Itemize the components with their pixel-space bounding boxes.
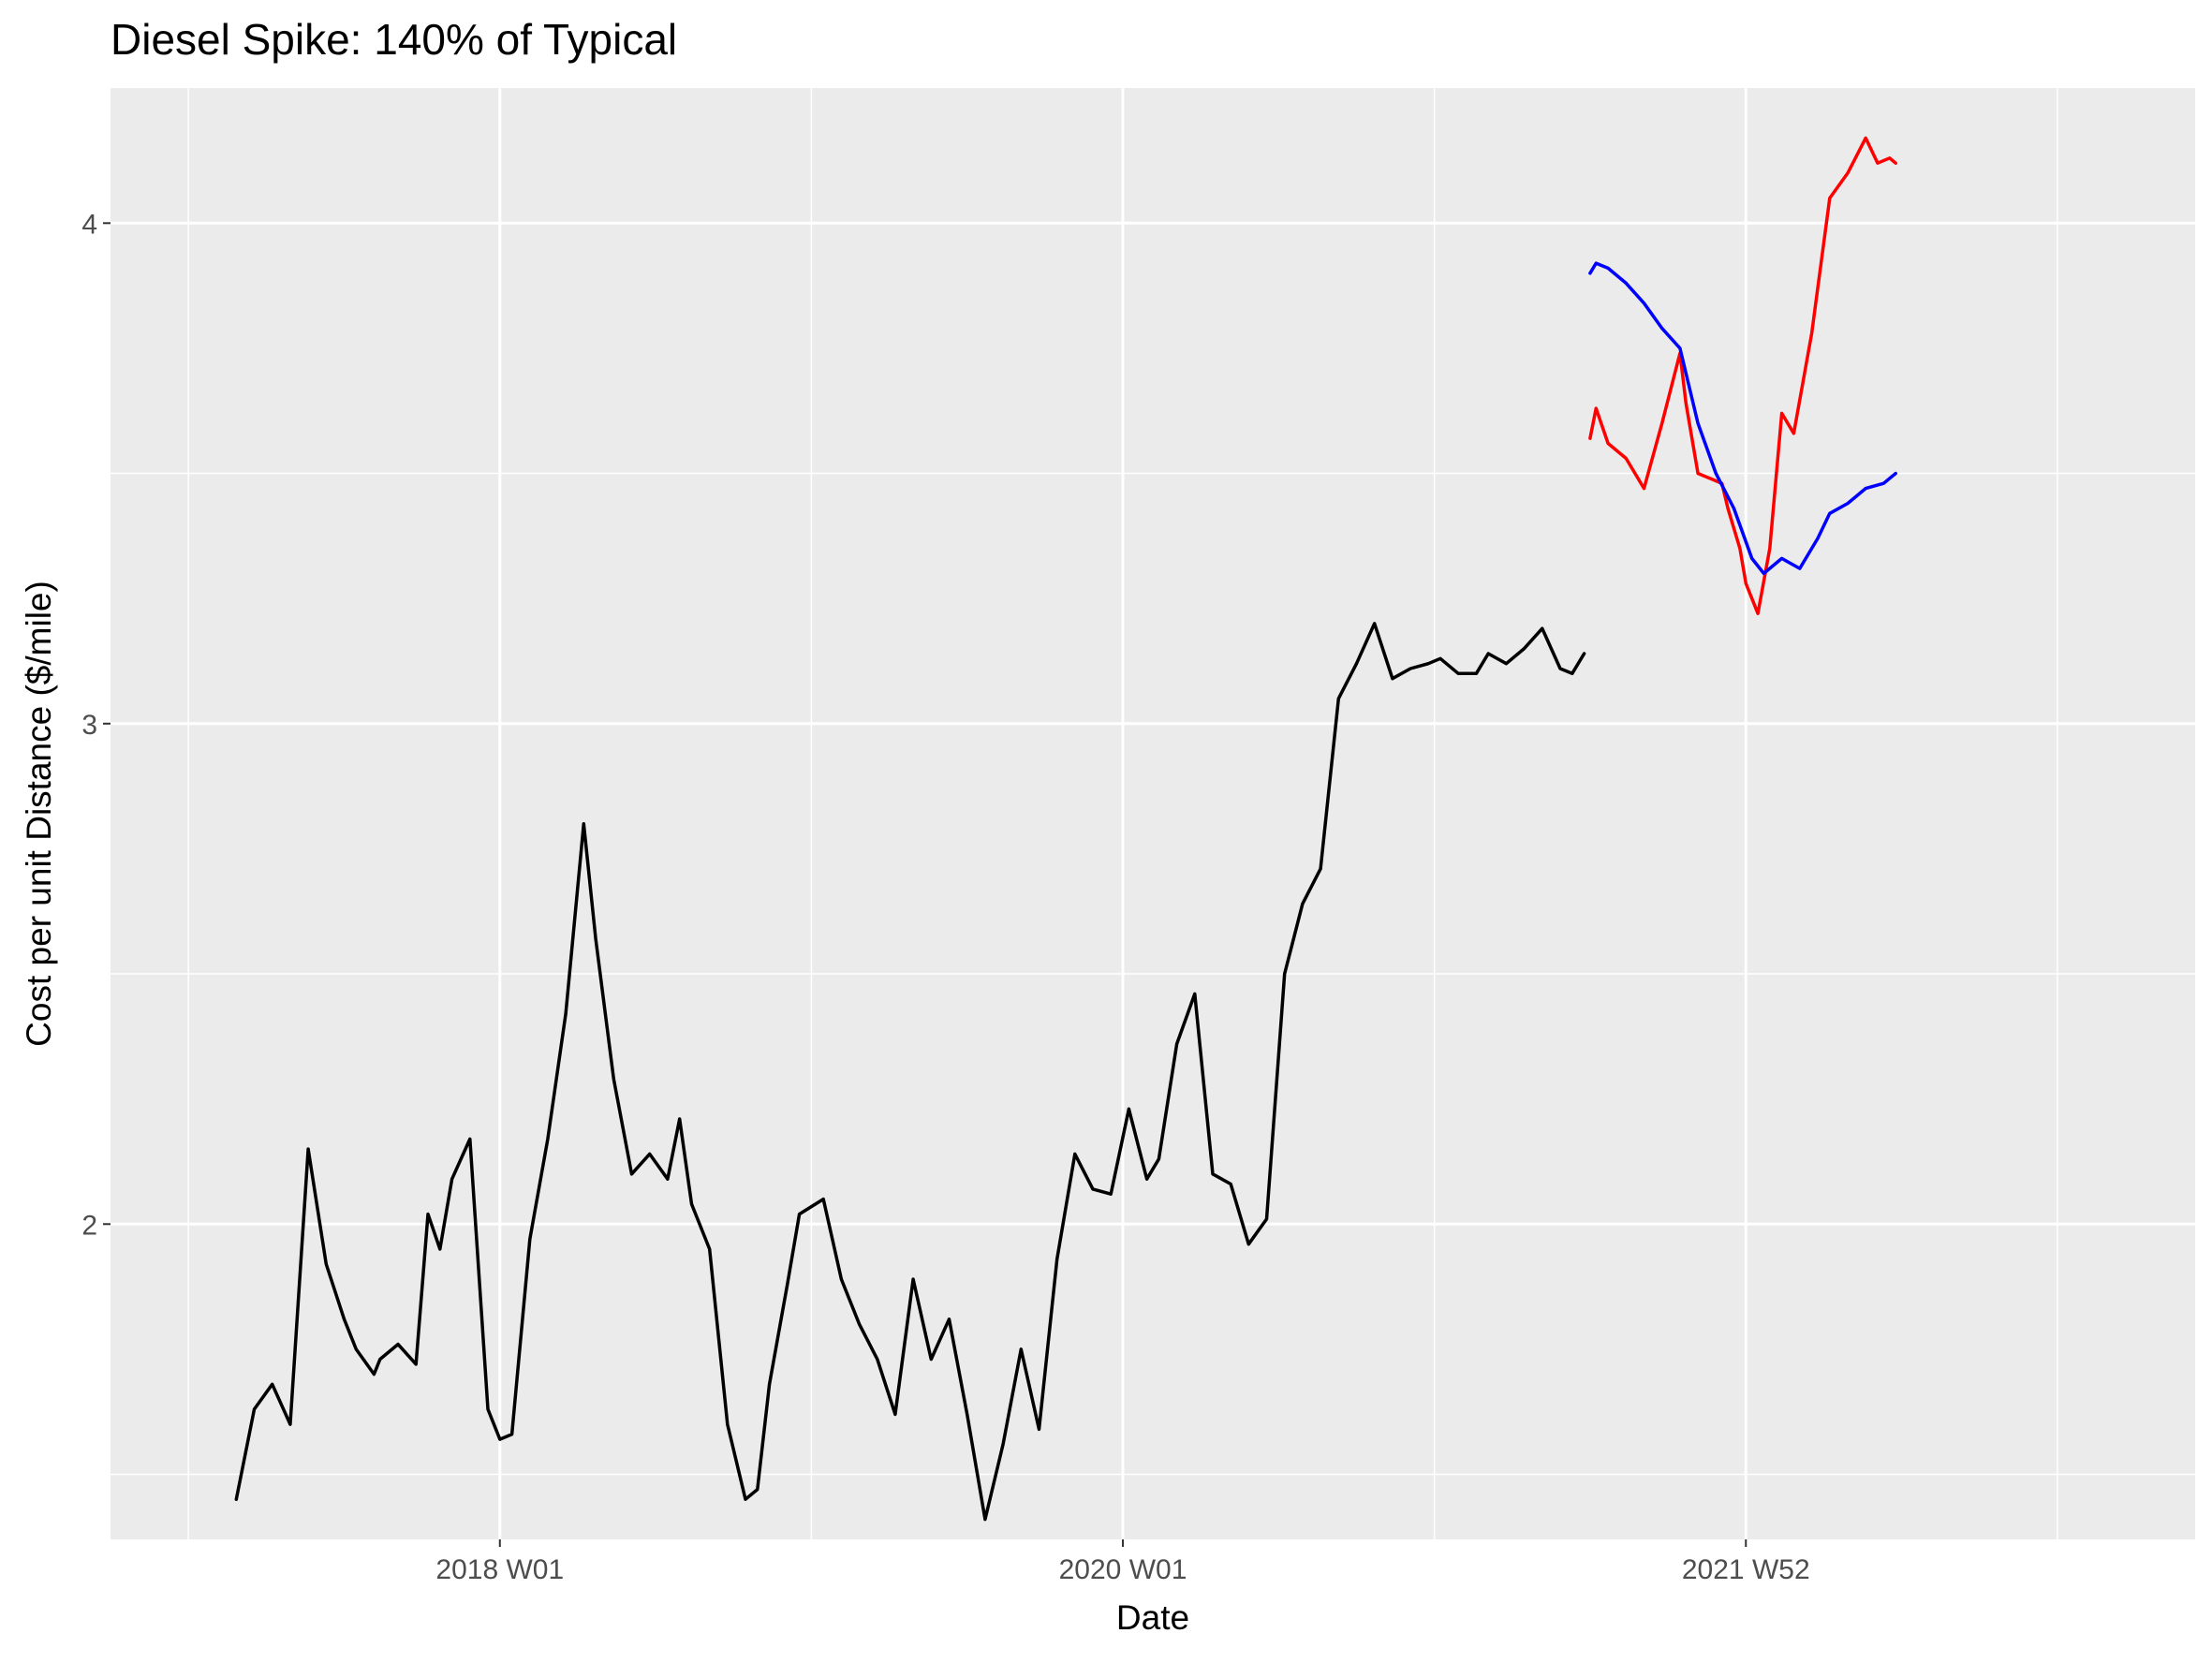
plot-panel <box>111 88 2195 1539</box>
y-axis-label: Cost per unit Distance ($/mile) <box>20 581 58 1047</box>
x-axis: 2018 W01 2020 W01 2021 W52 <box>435 1539 1810 1585</box>
grid-minor <box>111 88 2195 1539</box>
grid-major <box>111 88 2195 1539</box>
x-tick-label: 2020 W01 <box>1059 1554 1187 1585</box>
x-axis-label: Date <box>1116 1598 1189 1637</box>
series-line-0 <box>234 622 1586 1522</box>
series-layer <box>234 136 1897 1522</box>
y-axis: 2 3 4 <box>81 209 111 1241</box>
y-tick-label: 3 <box>81 710 97 741</box>
y-tick-label: 2 <box>81 1210 97 1241</box>
y-tick-label: 4 <box>81 209 97 240</box>
series-line-2 <box>1588 261 1897 576</box>
x-tick-label: 2018 W01 <box>435 1554 564 1585</box>
series-line-1 <box>1588 136 1897 615</box>
chart-title: Diesel Spike: 140% of Typical <box>111 15 677 64</box>
x-tick-label: 2021 W52 <box>1682 1554 1810 1585</box>
